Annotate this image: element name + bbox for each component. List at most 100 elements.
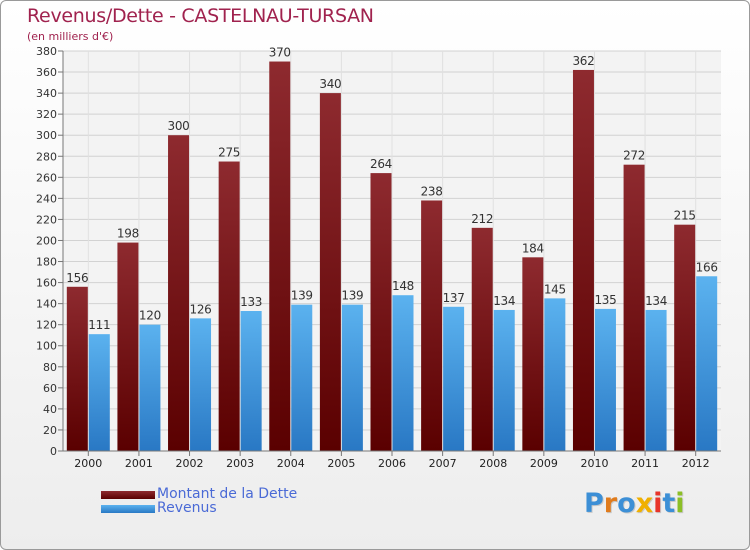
y-tick-label: 340 bbox=[36, 87, 57, 100]
data-label-dette: 264 bbox=[370, 157, 392, 171]
bar-dette bbox=[66, 286, 88, 451]
x-tick-label: 2002 bbox=[176, 457, 204, 470]
data-label-dette: 238 bbox=[421, 184, 443, 198]
logo-letter: x bbox=[635, 488, 654, 519]
y-tick-label: 140 bbox=[36, 298, 57, 311]
x-tick-label: 2008 bbox=[479, 457, 507, 470]
y-tick-label: 280 bbox=[36, 150, 57, 163]
data-label-revenus: 134 bbox=[493, 294, 515, 308]
logo-letter: P bbox=[584, 488, 604, 519]
logo-letter: i bbox=[653, 488, 663, 519]
bar-revenus bbox=[594, 308, 616, 451]
x-tick-label: 2009 bbox=[530, 457, 558, 470]
data-label-revenus: 135 bbox=[594, 293, 616, 307]
data-label-revenus: 139 bbox=[341, 289, 363, 303]
y-tick-label: 320 bbox=[36, 108, 57, 121]
y-tick-label: 380 bbox=[36, 45, 57, 58]
bar-dette bbox=[471, 227, 493, 451]
logo-letter: o bbox=[617, 488, 636, 519]
y-tick-label: 260 bbox=[36, 171, 57, 184]
y-tick-label: 240 bbox=[36, 192, 57, 205]
y-tick-label: 40 bbox=[43, 403, 57, 416]
bar-dette bbox=[269, 61, 291, 452]
bar-dette bbox=[623, 164, 645, 451]
data-label-revenus: 166 bbox=[696, 260, 718, 274]
bar-revenus bbox=[190, 318, 212, 451]
bar-revenus bbox=[493, 309, 515, 451]
y-tick-label: 0 bbox=[50, 445, 57, 458]
x-tick-label: 2010 bbox=[580, 457, 608, 470]
x-tick-label: 2012 bbox=[682, 457, 710, 470]
x-tick-label: 2011 bbox=[631, 457, 659, 470]
legend-swatch-dette bbox=[101, 491, 155, 499]
data-label-revenus: 134 bbox=[645, 294, 667, 308]
bar-dette bbox=[319, 93, 341, 452]
data-label-dette: 198 bbox=[117, 227, 139, 241]
logo-letter: i bbox=[675, 488, 685, 519]
y-tick-label: 300 bbox=[36, 129, 57, 142]
data-label-revenus: 111 bbox=[88, 318, 110, 332]
data-label-revenus: 137 bbox=[443, 291, 465, 305]
y-tick-label: 100 bbox=[36, 340, 57, 353]
x-tick-label: 2000 bbox=[74, 457, 102, 470]
bar-dette bbox=[421, 200, 443, 451]
x-tick-label: 2001 bbox=[125, 457, 153, 470]
bar-dette bbox=[370, 173, 392, 451]
y-tick-label: 60 bbox=[43, 382, 57, 395]
data-label-dette: 275 bbox=[218, 146, 240, 160]
legend-label-revenus: Revenus bbox=[157, 500, 217, 516]
y-tick-label: 180 bbox=[36, 256, 57, 269]
y-tick-label: 160 bbox=[36, 277, 57, 290]
data-label-revenus: 120 bbox=[139, 309, 161, 323]
bar-dette bbox=[572, 69, 594, 452]
bar-dette bbox=[218, 161, 240, 452]
x-tick-label: 2005 bbox=[327, 457, 355, 470]
legend-swatch-revenus bbox=[101, 505, 155, 513]
data-label-dette: 300 bbox=[168, 119, 190, 133]
y-tick-label: 20 bbox=[43, 424, 57, 437]
data-label-revenus: 148 bbox=[392, 279, 414, 293]
data-label-revenus: 139 bbox=[291, 289, 313, 303]
data-label-dette: 156 bbox=[66, 271, 88, 285]
data-label-revenus: 133 bbox=[240, 295, 262, 309]
bar-dette bbox=[674, 224, 696, 451]
bar-revenus bbox=[139, 324, 161, 451]
data-label-revenus: 145 bbox=[544, 282, 566, 296]
logo-letter: r bbox=[603, 488, 618, 519]
bar-dette bbox=[522, 257, 544, 451]
data-label-dette: 272 bbox=[623, 149, 645, 163]
chart-title: Revenus/Dette - CASTELNAU-TURSAN bbox=[27, 5, 374, 27]
x-tick-label: 2004 bbox=[277, 457, 305, 470]
y-tick-label: 80 bbox=[43, 361, 57, 374]
bar-revenus bbox=[645, 309, 667, 451]
data-label-dette: 370 bbox=[269, 46, 291, 60]
bar-revenus bbox=[240, 311, 262, 451]
data-label-revenus: 126 bbox=[190, 302, 212, 316]
data-label-dette: 340 bbox=[319, 77, 341, 91]
chart-unit-label: (en milliers d'€) bbox=[27, 30, 114, 43]
proxiti-logo: Proxiti bbox=[584, 488, 685, 519]
bar-dette bbox=[168, 135, 190, 452]
legend-label-dette: Montant de la Dette bbox=[157, 486, 298, 502]
bar-dette bbox=[117, 242, 139, 451]
y-tick-label: 120 bbox=[36, 319, 57, 332]
logo-letter: t bbox=[662, 488, 676, 519]
bar-revenus bbox=[443, 306, 465, 451]
bar-revenus bbox=[392, 295, 414, 451]
x-tick-label: 2003 bbox=[226, 457, 254, 470]
y-tick-label: 200 bbox=[36, 234, 57, 247]
x-tick-label: 2007 bbox=[429, 457, 457, 470]
bar-revenus bbox=[696, 276, 718, 451]
y-tick-label: 220 bbox=[36, 213, 57, 226]
data-label-dette: 212 bbox=[471, 212, 493, 226]
bar-revenus bbox=[291, 304, 313, 451]
x-tick-label: 2006 bbox=[378, 457, 406, 470]
data-label-dette: 362 bbox=[572, 54, 594, 68]
data-label-dette: 215 bbox=[674, 209, 696, 223]
bar-revenus bbox=[341, 304, 363, 451]
y-tick-label: 360 bbox=[36, 66, 57, 79]
bar-revenus bbox=[544, 298, 566, 451]
bar-revenus bbox=[88, 334, 110, 451]
data-label-dette: 184 bbox=[522, 241, 544, 255]
